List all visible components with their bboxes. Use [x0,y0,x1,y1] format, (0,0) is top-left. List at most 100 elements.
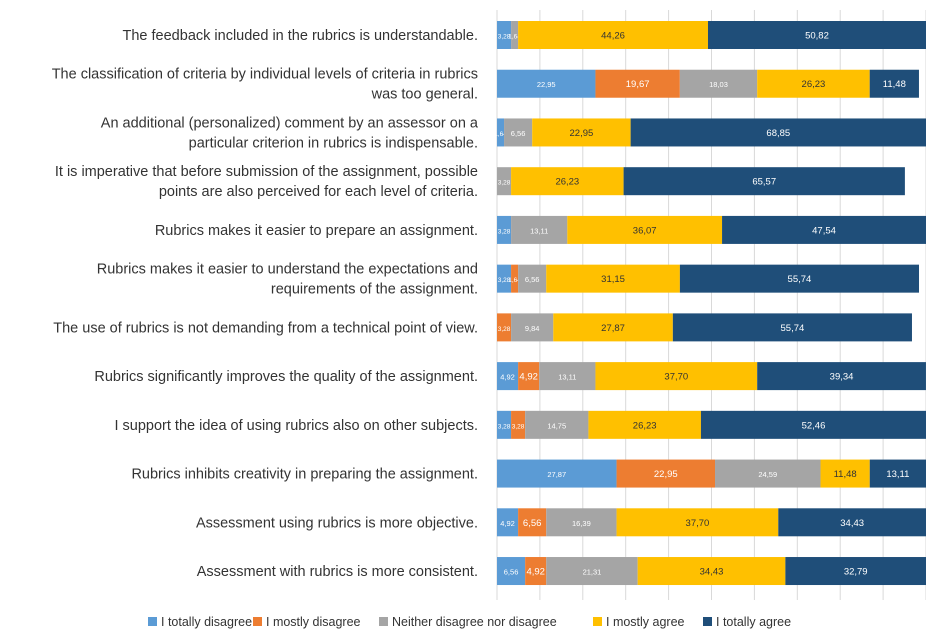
bar-segment [588,410,701,439]
bar-segment [497,410,512,439]
legend-swatch [379,617,388,626]
data-label: 4,92 [500,373,515,382]
bar-segment [820,459,870,488]
question-label: Rubrics significantly improves the quali… [94,369,478,385]
data-label: 3,28 [512,423,525,430]
bar-segment [518,508,547,537]
bar-segment [672,313,912,342]
bar-segment [630,118,926,147]
bar-segment [595,69,680,98]
data-label: 1,64 [508,277,521,284]
legend-label: Neither disagree nor disagree [392,615,557,629]
bar-segment [546,557,638,586]
bar-segment [532,118,631,147]
bar-segment [679,69,758,98]
bar-segment [715,459,821,488]
data-label: 3,28 [498,277,511,284]
bar-segment [567,215,723,244]
bar-segment [497,264,512,293]
data-label: 1,64 [494,131,507,138]
bar-segment [518,362,540,391]
data-label: 47,54 [812,225,836,236]
data-label: 6,56 [523,518,542,529]
bar-segment [511,410,526,439]
data-label: 36,07 [633,225,657,236]
bar-segment [722,215,926,244]
bar-segment [525,410,589,439]
data-label: 6,56 [525,275,540,284]
bar-segment [595,362,758,391]
bar-segment [616,508,779,537]
data-label: 13,11 [886,469,909,480]
bar-segment [518,264,547,293]
bar-segment [707,21,926,49]
legend-swatch [148,617,157,626]
bar-segment [497,167,512,196]
question-labels: The feedback included in the rubrics is … [52,28,479,580]
question-label: It is imperative that before submission … [55,164,478,180]
question-label: Assessment with rubrics is more consiste… [197,564,478,580]
question-label: points are also perceived for each level… [159,184,478,200]
bar-segment [637,557,786,586]
data-label: 3,28 [498,180,511,187]
data-label: 21,31 [583,568,602,577]
data-label: 26,23 [633,420,657,431]
bar-segment [785,557,926,586]
data-label: 31,15 [601,274,625,285]
legend-label: I totally disagree [161,615,252,629]
gridlines [496,10,926,600]
bar-segment [757,362,926,391]
bar-segment [497,69,596,98]
data-label: 3,28 [498,228,511,235]
data-label: 24,59 [758,470,777,479]
data-label: 65,57 [752,177,776,188]
question-label: An additional (personalized) comment by … [101,115,479,131]
data-label: 44,26 [601,31,625,42]
bar-segment [497,508,519,537]
bar-segment [511,313,554,342]
data-label: 68,85 [766,128,790,139]
bar-segment [497,459,617,488]
bar-segment [869,69,919,98]
data-label: 55,74 [788,274,812,285]
question-label: requirements of the assignment. [271,282,478,298]
bar-segment [497,557,526,586]
data-label: 13,11 [558,373,576,382]
legend-swatch [703,617,712,626]
data-label: 55,74 [781,323,805,334]
bar-segment [518,21,708,49]
data-label: 52,46 [802,420,826,431]
data-label: 26,23 [555,177,579,188]
bar-segment [497,362,519,391]
data-label: 37,70 [686,518,710,529]
legend-swatch [593,617,602,626]
data-label: 34,43 [840,518,864,529]
data-label: 32,79 [844,567,868,578]
data-label: 13,11 [530,226,548,235]
data-label: 9,84 [525,324,540,333]
data-label: 34,43 [700,567,724,578]
data-label: 14,75 [547,421,566,430]
data-label: 16,39 [572,519,591,528]
bar-segment [511,264,519,293]
legend-label: I mostly disagree [266,615,361,629]
legend-label: I totally agree [716,615,791,629]
bar-segment [497,313,512,342]
bar-segment [623,167,905,196]
data-label: 3,28 [498,326,511,333]
question-label: Rubrics inhibits creativity in preparing… [131,467,478,483]
data-label: 27,87 [547,470,566,479]
bar-segment [757,69,870,98]
data-label: 3,28 [498,34,511,41]
bar-segment [511,215,568,244]
data-label: 1,64 [508,34,521,41]
question-label: particular criterion in rubrics is indis… [189,135,478,151]
data-label: 39,34 [830,372,854,383]
legend-label: I mostly agree [606,615,685,629]
bar-segment [504,118,533,147]
bar-segment [511,167,624,196]
bar-segment [869,459,926,488]
data-label: 4,92 [526,567,545,578]
data-label: 11,48 [834,469,857,480]
